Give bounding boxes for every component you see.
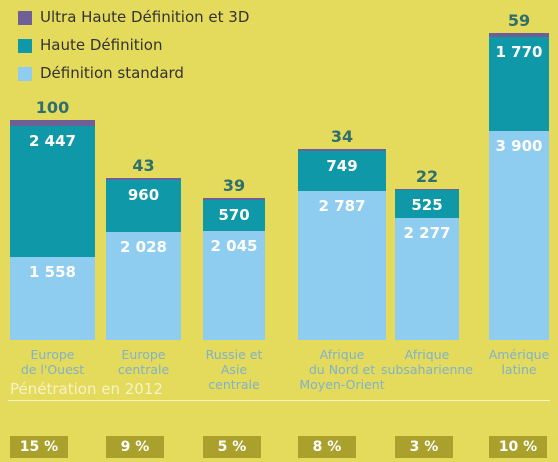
- value-label: 100: [35, 98, 70, 118]
- value-label: 1 770: [495, 42, 543, 61]
- legend-swatch: [18, 39, 32, 53]
- penetration-box: 10 %: [489, 436, 547, 458]
- penetration-box: 3 %: [395, 436, 453, 458]
- bar-segment: [203, 200, 265, 231]
- value-label: 59: [507, 11, 531, 31]
- category-label: Amérique latine: [488, 347, 550, 377]
- legend-label: Haute Définition: [40, 36, 163, 54]
- penetration-title: Pénétration en 2012: [10, 380, 163, 398]
- bar-segment: [298, 149, 386, 151]
- bar-segment: [106, 177, 181, 181]
- bar-segment: [489, 33, 549, 37]
- value-label: 34: [330, 127, 354, 146]
- value-label: 525: [411, 196, 443, 215]
- legend-swatch: [18, 11, 32, 25]
- value-label: 2 447: [29, 131, 76, 150]
- value-label: 2 028: [120, 237, 167, 256]
- bar-segment: [395, 218, 459, 340]
- category-label: Europe centrale: [117, 347, 170, 377]
- bar-segment: [298, 190, 386, 340]
- bar-segment: [203, 198, 265, 201]
- value-label: 43: [132, 155, 155, 175]
- bar-segment: [298, 150, 386, 191]
- penetration-box: 8 %: [298, 436, 356, 458]
- value-label: 2 787: [318, 196, 366, 215]
- penetration-box: 15 %: [10, 436, 68, 458]
- category-label: Afrique subsaharienne: [381, 347, 473, 377]
- value-label: 39: [222, 176, 246, 195]
- value-label: 749: [326, 156, 358, 175]
- penetration-box: 5 %: [203, 436, 261, 458]
- value-label: 570: [218, 206, 250, 225]
- bar-segment: [10, 256, 95, 340]
- bar-segment: [489, 36, 549, 132]
- penetration-box: 9 %: [106, 436, 164, 458]
- bar-segment: [106, 180, 181, 232]
- category-label: Europe de l'Ouest: [20, 347, 85, 377]
- bar-segment: [489, 131, 549, 340]
- legend-label: Ultra Haute Définition et 3D: [40, 8, 250, 26]
- bar-segment: [10, 120, 95, 126]
- bar-segment: [395, 190, 459, 219]
- legend-swatch: [18, 67, 32, 81]
- bar-segment: [106, 231, 181, 340]
- bar-segment: [10, 125, 95, 257]
- separator: [8, 400, 550, 401]
- value-label: 22: [415, 166, 439, 186]
- value-label: 960: [127, 186, 160, 205]
- value-label: 3 900: [495, 137, 543, 156]
- value-label: 1 558: [29, 262, 76, 281]
- category-label: Afrique du Nord et Moyen-Orient: [299, 347, 385, 392]
- bar-segment: [203, 230, 265, 340]
- legend-label: Définition standard: [40, 64, 184, 82]
- category-label: Russie et Asie centrale: [205, 347, 263, 392]
- bar-segment: [395, 188, 459, 191]
- value-label: 2 045: [210, 236, 258, 255]
- value-label: 2 277: [403, 224, 451, 243]
